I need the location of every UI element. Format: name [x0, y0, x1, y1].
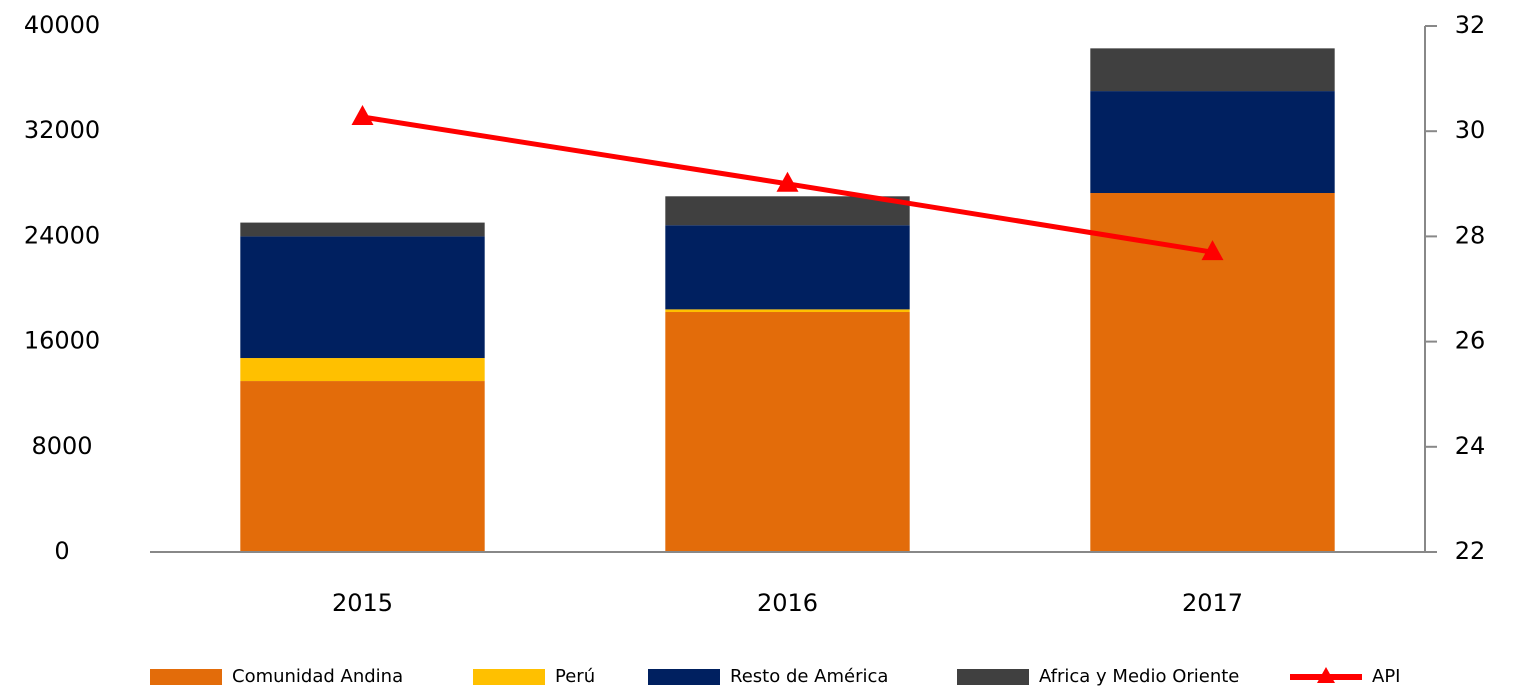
bar-segment: [240, 358, 485, 382]
legend-swatch: [648, 669, 720, 685]
y-tick-label: 16000: [24, 327, 100, 355]
y2-tick-label: 30: [1455, 116, 1486, 144]
bar-segment: [1090, 91, 1335, 194]
legend-swatch: [473, 669, 545, 685]
bar-segment: [240, 222, 485, 237]
legend-label: Resto de América: [730, 666, 888, 687]
bar-segment: [1090, 48, 1335, 92]
bar-segment: [665, 225, 910, 310]
marker: [776, 171, 799, 192]
legend-label: API: [1372, 666, 1400, 687]
y2-tick-label: 22: [1455, 537, 1486, 565]
marker: [351, 104, 374, 125]
bar-segment: [665, 196, 910, 226]
legend-label: Perú: [555, 666, 595, 687]
bar-segment: [240, 381, 485, 552]
y2-tick-label: 24: [1455, 432, 1486, 460]
y-tick-label: 24000: [24, 221, 100, 249]
marker: [1201, 240, 1224, 261]
legend-swatch: [957, 669, 1029, 685]
legend-label: Africa y Medio Oriente: [1039, 666, 1239, 687]
y2-tick-label: 28: [1455, 221, 1486, 249]
y2-tick-label: 26: [1455, 327, 1486, 355]
y-tick-label: 8000: [31, 432, 92, 460]
bar-segment: [665, 309, 910, 313]
legend-swatch: [150, 669, 222, 685]
legend-swatch: [1317, 667, 1335, 683]
y2-tick-label: 32: [1455, 11, 1486, 39]
bar-segment: [240, 236, 485, 359]
y-tick-label: 0: [54, 537, 69, 565]
x-tick-label: 2016: [757, 589, 818, 617]
y-tick-label: 40000: [24, 11, 100, 39]
y-tick-label: 32000: [24, 116, 100, 144]
bar-segment: [665, 312, 910, 552]
legend-label: Comunidad Andina: [232, 666, 403, 687]
x-tick-label: 2015: [332, 589, 393, 617]
x-tick-label: 2017: [1182, 589, 1243, 617]
